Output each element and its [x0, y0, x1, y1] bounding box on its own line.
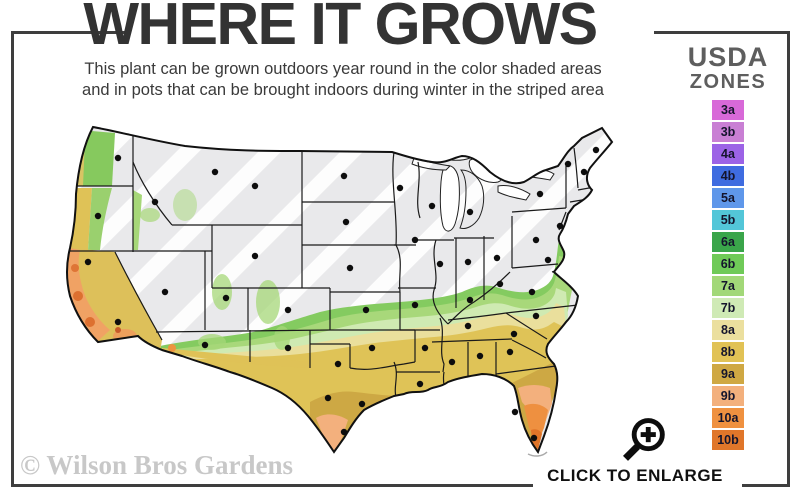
city-dot — [532, 312, 540, 320]
city-dot — [436, 260, 444, 268]
city-dot — [506, 348, 514, 356]
watermark: © Wilson Bros Gardens — [20, 450, 293, 480]
city-dot — [334, 360, 342, 368]
city-dot — [358, 400, 366, 408]
city-dot — [466, 208, 474, 216]
enlarge-label: CLICK TO ENLARGE — [547, 466, 723, 485]
city-dot — [510, 330, 518, 338]
city-dot — [476, 352, 484, 360]
city-dot — [151, 198, 159, 206]
city-dot — [448, 358, 456, 366]
us-zone-map[interactable] — [55, 118, 670, 468]
city-dot — [530, 434, 538, 442]
city-dot — [201, 341, 209, 349]
legend-zone-cell: 9b — [712, 386, 744, 406]
city-dot — [161, 288, 169, 296]
legend-zone-cell: 4a — [712, 144, 744, 164]
legend-zone-cell: 10a — [712, 408, 744, 428]
city-dot — [544, 256, 552, 264]
legend-zone-cell: 5a — [712, 188, 744, 208]
city-dot — [251, 182, 259, 190]
great-lakes — [389, 138, 555, 232]
subtitle-line-2: and in pots that can be brought indoors … — [82, 81, 604, 99]
city-dot — [536, 190, 544, 198]
legend-zone-cell: 5b — [712, 210, 744, 230]
city-dot — [114, 154, 122, 162]
city-dot — [464, 322, 472, 330]
city-dot — [411, 301, 419, 309]
city-dot — [528, 288, 536, 296]
city-dot — [564, 160, 572, 168]
city-dot — [580, 168, 588, 176]
city-dot — [511, 408, 519, 416]
us-zone-map-svg — [66, 125, 614, 457]
us-outline — [66, 125, 614, 455]
city-dot — [284, 306, 292, 314]
legend-title-zones: ZONES — [689, 71, 767, 93]
city-dots — [84, 146, 600, 442]
city-dot — [421, 344, 429, 352]
city-dot — [362, 306, 370, 314]
enlarge-button[interactable]: CLICK TO ENLARGE — [535, 412, 735, 490]
frame-bottom-left — [11, 484, 533, 487]
legend-zone-cell: 3a — [712, 100, 744, 120]
city-dot — [411, 236, 419, 244]
city-dot — [556, 222, 564, 230]
city-dot — [466, 296, 474, 304]
city-dot — [340, 428, 348, 436]
legend-zone-cell: 8b — [712, 342, 744, 362]
legend-zone-cell: 8a — [712, 320, 744, 340]
city-dot — [396, 184, 404, 192]
usda-zones-legend: 3a 3b 4a 4b 5a 5b 6a 6b 7a 7b 8a 8b 9a 9b 10a 10b — [712, 100, 744, 452]
frame-right — [787, 31, 790, 487]
city-dot — [284, 344, 292, 352]
legend-zone-cell: 9a — [712, 364, 744, 384]
city-dot — [346, 264, 354, 272]
city-dot — [342, 218, 350, 226]
frame-bottom-right — [742, 484, 790, 487]
legend-zone-cell: 7a — [712, 276, 744, 296]
city-dot — [251, 252, 259, 260]
frame-top-left — [11, 31, 131, 34]
legend-zone-cell: 10b — [712, 430, 744, 450]
subtitle-line-1: This plant can be grown outdoors year ro… — [84, 60, 602, 78]
city-dot — [340, 172, 348, 180]
city-dot — [94, 212, 102, 220]
page-title: WHERE IT GROWS — [83, 0, 598, 57]
city-dot — [324, 394, 332, 402]
city-dot — [464, 258, 472, 266]
legend-zone-cell: 6b — [712, 254, 744, 274]
city-dot — [532, 236, 540, 244]
subtitle: This plant can be grown outdoors year ro… — [18, 59, 668, 101]
legend-zone-cell: 7b — [712, 298, 744, 318]
city-dot — [211, 168, 219, 176]
city-dot — [592, 146, 600, 154]
city-dot — [416, 380, 424, 388]
florida-keys — [527, 451, 548, 457]
city-dot — [84, 258, 92, 266]
city-dot — [222, 294, 230, 302]
frame-left — [11, 31, 14, 487]
city-dot — [368, 344, 376, 352]
legend-title: USDA ZONES — [683, 44, 773, 94]
legend-zone-cell: 6a — [712, 232, 744, 252]
city-dot — [493, 254, 501, 262]
city-dot — [114, 318, 122, 326]
legend-zone-cell: 3b — [712, 122, 744, 142]
legend-zone-cell: 4b — [712, 166, 744, 186]
city-dot — [428, 202, 436, 210]
frame-top-right — [654, 31, 790, 34]
legend-title-usda: USDA — [687, 42, 769, 72]
city-dot — [496, 280, 504, 288]
magnifier-plus-icon — [623, 418, 665, 461]
